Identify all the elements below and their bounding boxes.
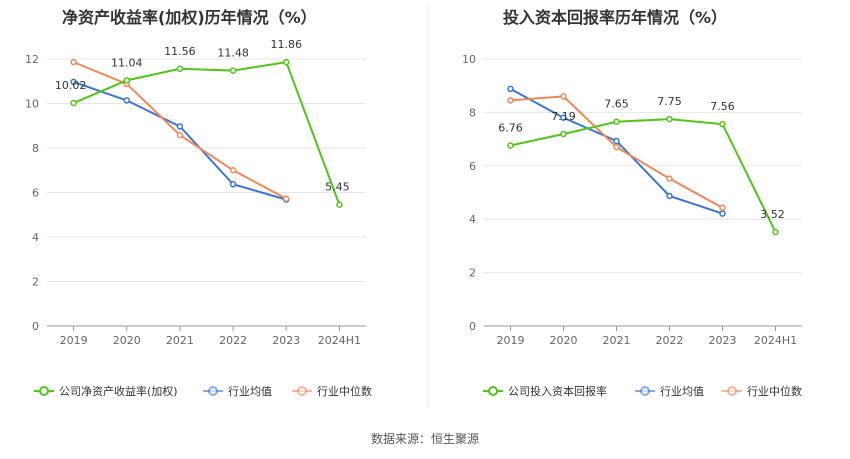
x-tick-label: 2022 bbox=[219, 334, 247, 347]
data-point[interactable] bbox=[613, 137, 620, 145]
x-tick-label: 2022 bbox=[656, 334, 684, 347]
legend-marker bbox=[488, 386, 498, 396]
legend-item[interactable]: 行业中位数 bbox=[292, 384, 372, 398]
data-point[interactable] bbox=[719, 120, 726, 128]
legend-marker bbox=[39, 386, 49, 396]
y-tick-label: 6 bbox=[469, 160, 476, 173]
chart-title-roe: 净资产收益率(加权)历年情况（%） bbox=[62, 8, 317, 27]
data-label: 5.45 bbox=[325, 181, 350, 194]
data-point[interactable] bbox=[560, 130, 567, 138]
y-tick-label: 0 bbox=[469, 320, 476, 333]
data-label: 3.52 bbox=[760, 208, 785, 221]
data-point[interactable] bbox=[283, 195, 290, 202]
y-tick-label: 2 bbox=[469, 267, 476, 280]
data-point[interactable] bbox=[772, 228, 779, 236]
data-point[interactable] bbox=[229, 167, 237, 174]
data-label: 7.65 bbox=[604, 98, 629, 111]
panel-divider bbox=[427, 6, 428, 406]
legend-label: 公司净资产收益率(加权) bbox=[59, 384, 178, 398]
data-point[interactable] bbox=[70, 99, 77, 107]
x-tick-label: 2023 bbox=[272, 334, 300, 347]
legend-item[interactable]: 公司净资产收益率(加权) bbox=[34, 384, 178, 398]
roic-chart: 0 2 4 6 8 10 2019 2020 2021 2022 2023 2024H1 6.76 7.1… bbox=[462, 53, 802, 398]
y-tick-label: 10 bbox=[25, 98, 39, 111]
legend-item[interactable]: 公司投入资本回报率 bbox=[483, 384, 607, 398]
data-label: 6.76 bbox=[498, 122, 523, 135]
data-point[interactable] bbox=[229, 67, 237, 74]
data-point[interactable] bbox=[176, 65, 184, 73]
data-label: 7.56 bbox=[710, 100, 735, 113]
series-line bbox=[73, 60, 341, 206]
x-tick-label: 2019 bbox=[60, 334, 88, 347]
data-point[interactable] bbox=[666, 115, 673, 123]
x-tick-label: 2024H1 bbox=[754, 334, 797, 347]
y-tick-label: 4 bbox=[469, 213, 476, 226]
y-tick-label: 0 bbox=[32, 320, 39, 333]
y-tick-label: 6 bbox=[32, 187, 39, 200]
roe-chart: 0 2 4 6 8 10 12 2019 2020 2021 2022 2023 2024H1 10.02… bbox=[25, 38, 372, 398]
series-line bbox=[73, 61, 287, 200]
data-point[interactable] bbox=[70, 78, 77, 86]
data-point[interactable] bbox=[70, 58, 77, 66]
x-tick-label: 2021 bbox=[603, 334, 631, 347]
x-tick-label: 2021 bbox=[166, 334, 194, 347]
data-point[interactable] bbox=[666, 175, 673, 182]
data-label: 11.56 bbox=[164, 45, 196, 58]
data-point[interactable] bbox=[123, 77, 130, 84]
data-label: 11.48 bbox=[217, 47, 249, 60]
data-point[interactable] bbox=[336, 201, 343, 208]
data-point[interactable] bbox=[176, 123, 184, 130]
data-point[interactable] bbox=[560, 93, 567, 100]
legend-label: 行业中位数 bbox=[747, 384, 802, 398]
y-tick-label: 2 bbox=[32, 276, 39, 289]
data-point[interactable] bbox=[719, 204, 726, 211]
data-point[interactable] bbox=[666, 192, 673, 200]
data-point[interactable] bbox=[507, 85, 514, 93]
x-tick-label: 2019 bbox=[497, 334, 525, 347]
x-tick-label: 2023 bbox=[709, 334, 737, 347]
data-source: 数据来源：恒生聚源 bbox=[370, 432, 479, 446]
legend-marker bbox=[727, 386, 737, 396]
legend-label: 行业均值 bbox=[660, 385, 704, 398]
x-tick-label: 2024H1 bbox=[318, 334, 361, 347]
series-line bbox=[510, 118, 777, 233]
data-label: 7.19 bbox=[551, 110, 576, 123]
legend-label: 行业中位数 bbox=[317, 384, 372, 398]
series-line bbox=[510, 95, 723, 209]
data-point[interactable] bbox=[176, 131, 184, 139]
chart-title-roic: 投入资本回报率历年情况（%） bbox=[503, 8, 728, 27]
data-point[interactable] bbox=[613, 118, 620, 125]
legend-label: 公司投入资本回报率 bbox=[508, 384, 607, 398]
data-point[interactable] bbox=[123, 97, 130, 104]
legend-marker bbox=[297, 386, 307, 396]
data-point[interactable] bbox=[719, 210, 726, 217]
legend-item[interactable]: 行业中位数 bbox=[722, 384, 802, 398]
legend-item[interactable]: 行业均值 bbox=[635, 385, 704, 398]
legend-marker bbox=[640, 386, 650, 396]
data-label: 11.86 bbox=[271, 38, 303, 51]
legend-marker bbox=[208, 386, 218, 396]
data-point[interactable] bbox=[560, 114, 567, 121]
y-tick-label: 8 bbox=[32, 142, 39, 155]
data-point[interactable] bbox=[283, 58, 290, 66]
y-tick-label: 4 bbox=[32, 231, 39, 244]
legend-item[interactable]: 行业均值 bbox=[203, 385, 272, 398]
y-tick-label: 12 bbox=[25, 53, 39, 66]
data-point[interactable] bbox=[613, 143, 620, 151]
y-tick-label: 8 bbox=[469, 106, 476, 119]
data-label: 7.75 bbox=[657, 95, 682, 108]
data-point[interactable] bbox=[507, 97, 514, 104]
data-point[interactable] bbox=[507, 142, 514, 149]
legend-label: 行业均值 bbox=[228, 385, 272, 398]
x-tick-label: 2020 bbox=[550, 334, 578, 347]
data-label: 11.04 bbox=[111, 56, 143, 69]
x-tick-label: 2020 bbox=[113, 334, 141, 347]
y-tick-label: 10 bbox=[462, 53, 476, 66]
data-label: 10.02 bbox=[55, 79, 87, 92]
data-point[interactable] bbox=[229, 181, 237, 188]
